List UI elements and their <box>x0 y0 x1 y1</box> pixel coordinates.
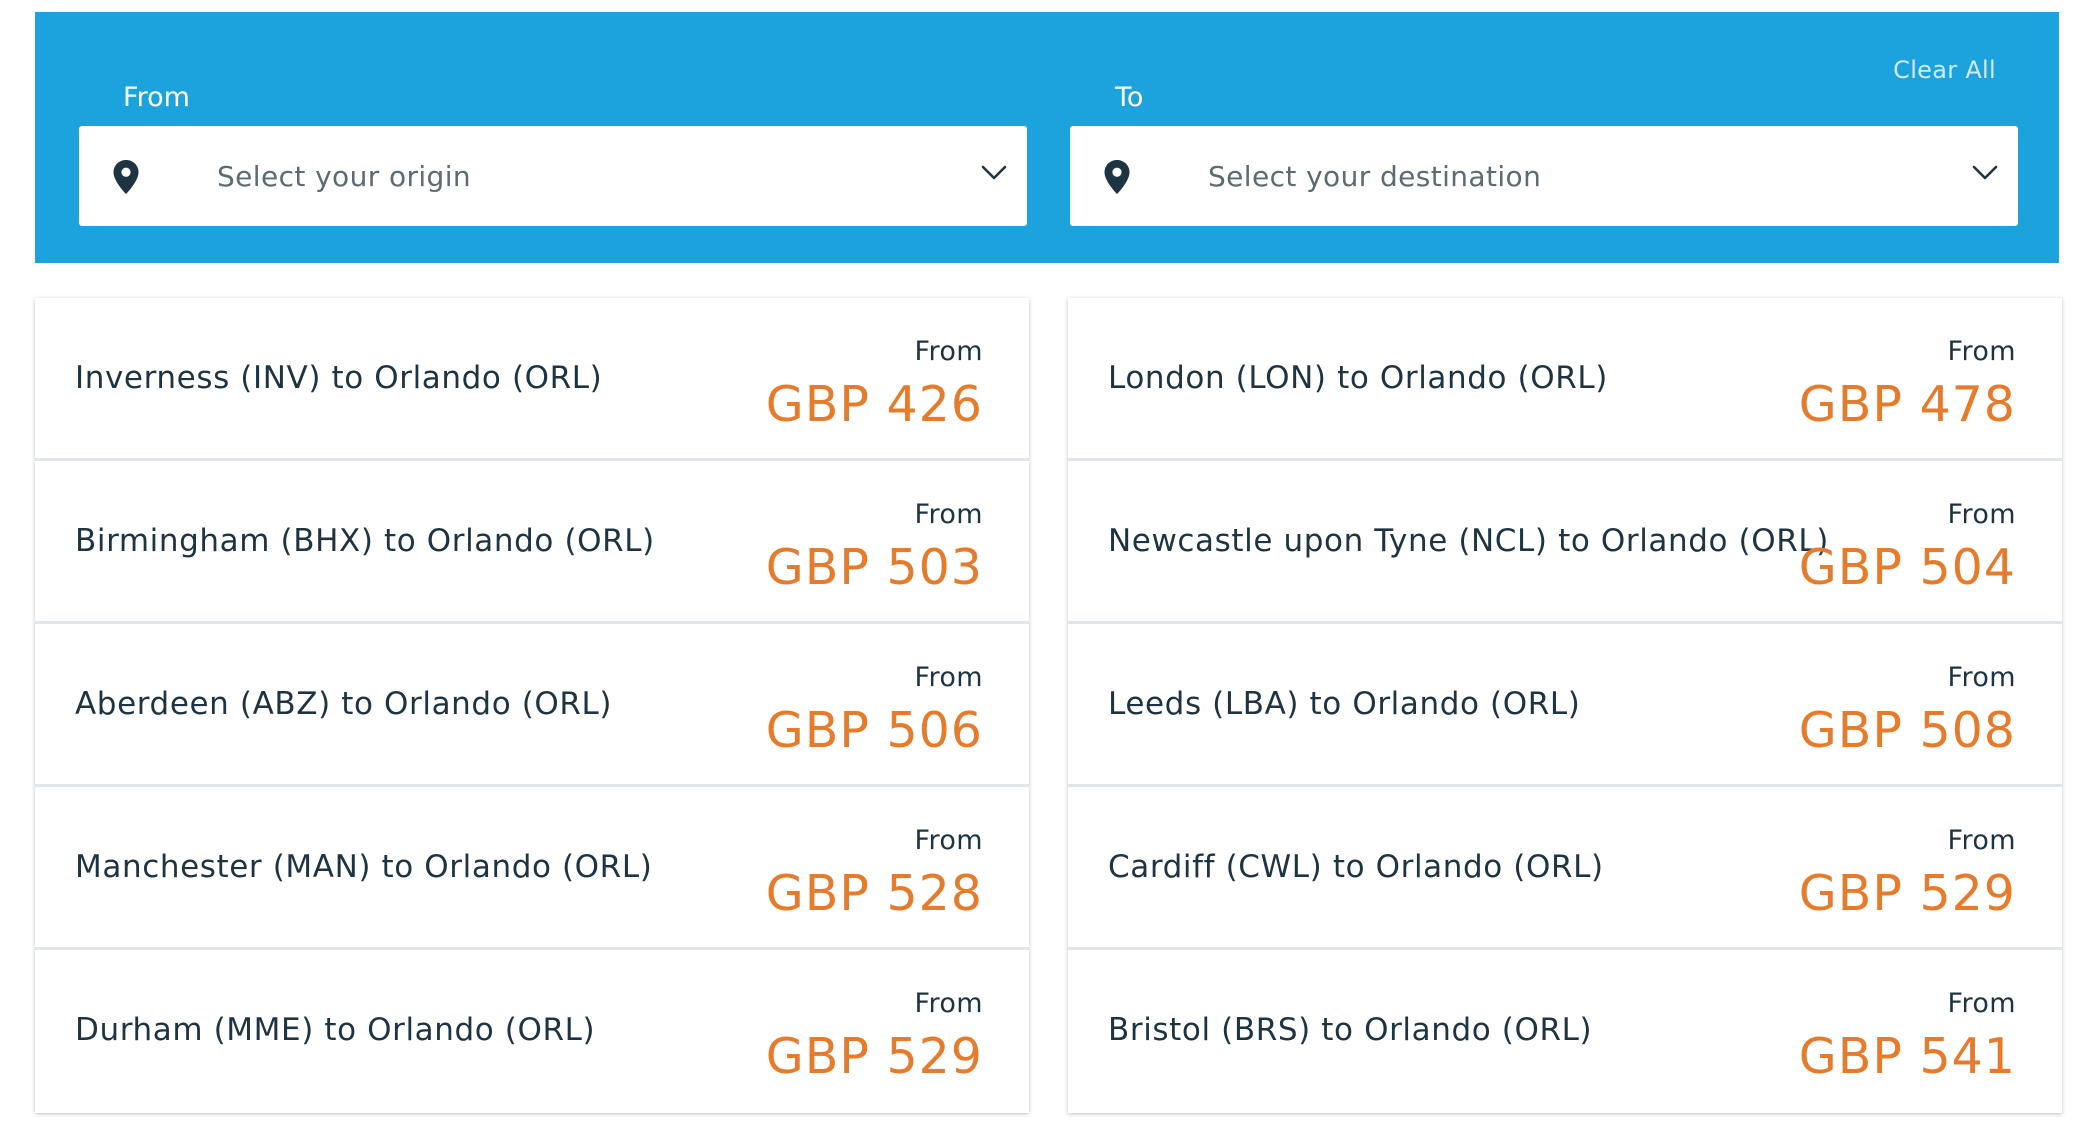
price-from-label: From <box>1947 662 2016 693</box>
clear-all-button[interactable]: Clear All <box>1893 56 1996 84</box>
from-label: From <box>123 82 190 113</box>
route-card[interactable]: Cardiff (CWL) to Orlando (ORL) From GBP … <box>1068 787 2062 950</box>
destination-placeholder: Select your destination <box>1208 160 1542 193</box>
route-price: GBP 528 <box>765 865 983 922</box>
route-card[interactable]: London (LON) to Orlando (ORL) From GBP 4… <box>1068 298 2062 461</box>
price-from-label: From <box>914 336 983 367</box>
to-label: To <box>1115 82 1144 113</box>
route-name: Inverness (INV) to Orlando (ORL) <box>75 360 603 396</box>
route-card[interactable]: Manchester (MAN) to Orlando (ORL) From G… <box>35 787 1029 950</box>
route-name: Durham (MME) to Orlando (ORL) <box>75 1012 596 1048</box>
route-name: Manchester (MAN) to Orlando (ORL) <box>75 849 653 885</box>
price-from-label: From <box>914 499 983 530</box>
route-price: GBP 506 <box>765 702 983 759</box>
route-card[interactable]: Inverness (INV) to Orlando (ORL) From GB… <box>35 298 1029 461</box>
destination-select[interactable]: Select your destination <box>1070 126 2018 226</box>
route-card[interactable]: Birmingham (BHX) to Orlando (ORL) From G… <box>35 461 1029 624</box>
route-card[interactable]: Bristol (BRS) to Orlando (ORL) From GBP … <box>1068 950 2062 1113</box>
route-price: GBP 426 <box>765 376 983 433</box>
price-from-label: From <box>914 825 983 856</box>
route-price: GBP 541 <box>1798 1028 2016 1085</box>
route-card[interactable]: Leeds (LBA) to Orlando (ORL) From GBP 50… <box>1068 624 2062 787</box>
map-pin-icon <box>1104 160 1130 194</box>
route-name: Leeds (LBA) to Orlando (ORL) <box>1108 686 1581 722</box>
origin-select[interactable]: Select your origin <box>79 126 1027 226</box>
route-column-right: London (LON) to Orlando (ORL) From GBP 4… <box>1068 298 2062 1113</box>
route-price: GBP 503 <box>765 539 983 596</box>
route-name: Aberdeen (ABZ) to Orlando (ORL) <box>75 686 613 722</box>
route-name: Newcastle upon Tyne (NCL) to Orlando (OR… <box>1108 523 1829 559</box>
route-column-left: Inverness (INV) to Orlando (ORL) From GB… <box>35 298 1029 1113</box>
flight-search-panel: Clear All From To Select your origin Sel… <box>35 12 2059 263</box>
route-card[interactable]: Durham (MME) to Orlando (ORL) From GBP 5… <box>35 950 1029 1113</box>
route-name: Cardiff (CWL) to Orlando (ORL) <box>1108 849 1604 885</box>
route-price: GBP 508 <box>1798 702 2016 759</box>
route-name: London (LON) to Orlando (ORL) <box>1108 360 1608 396</box>
route-name: Bristol (BRS) to Orlando (ORL) <box>1108 1012 1593 1048</box>
route-price: GBP 529 <box>1798 865 2016 922</box>
chevron-down-icon[interactable] <box>1972 164 1998 182</box>
price-from-label: From <box>914 988 983 1019</box>
price-from-label: From <box>1947 499 2016 530</box>
price-from-label: From <box>914 662 983 693</box>
route-card[interactable]: Aberdeen (ABZ) to Orlando (ORL) From GBP… <box>35 624 1029 787</box>
price-from-label: From <box>1947 988 2016 1019</box>
chevron-down-icon[interactable] <box>981 164 1007 182</box>
route-price: GBP 478 <box>1798 376 2016 433</box>
route-price: GBP 504 <box>1798 539 2016 596</box>
route-name: Birmingham (BHX) to Orlando (ORL) <box>75 523 655 559</box>
price-from-label: From <box>1947 825 2016 856</box>
map-pin-icon <box>113 160 139 194</box>
route-price: GBP 529 <box>765 1028 983 1085</box>
price-from-label: From <box>1947 336 2016 367</box>
origin-placeholder: Select your origin <box>217 160 472 193</box>
route-card[interactable]: Newcastle upon Tyne (NCL) to Orlando (OR… <box>1068 461 2062 624</box>
